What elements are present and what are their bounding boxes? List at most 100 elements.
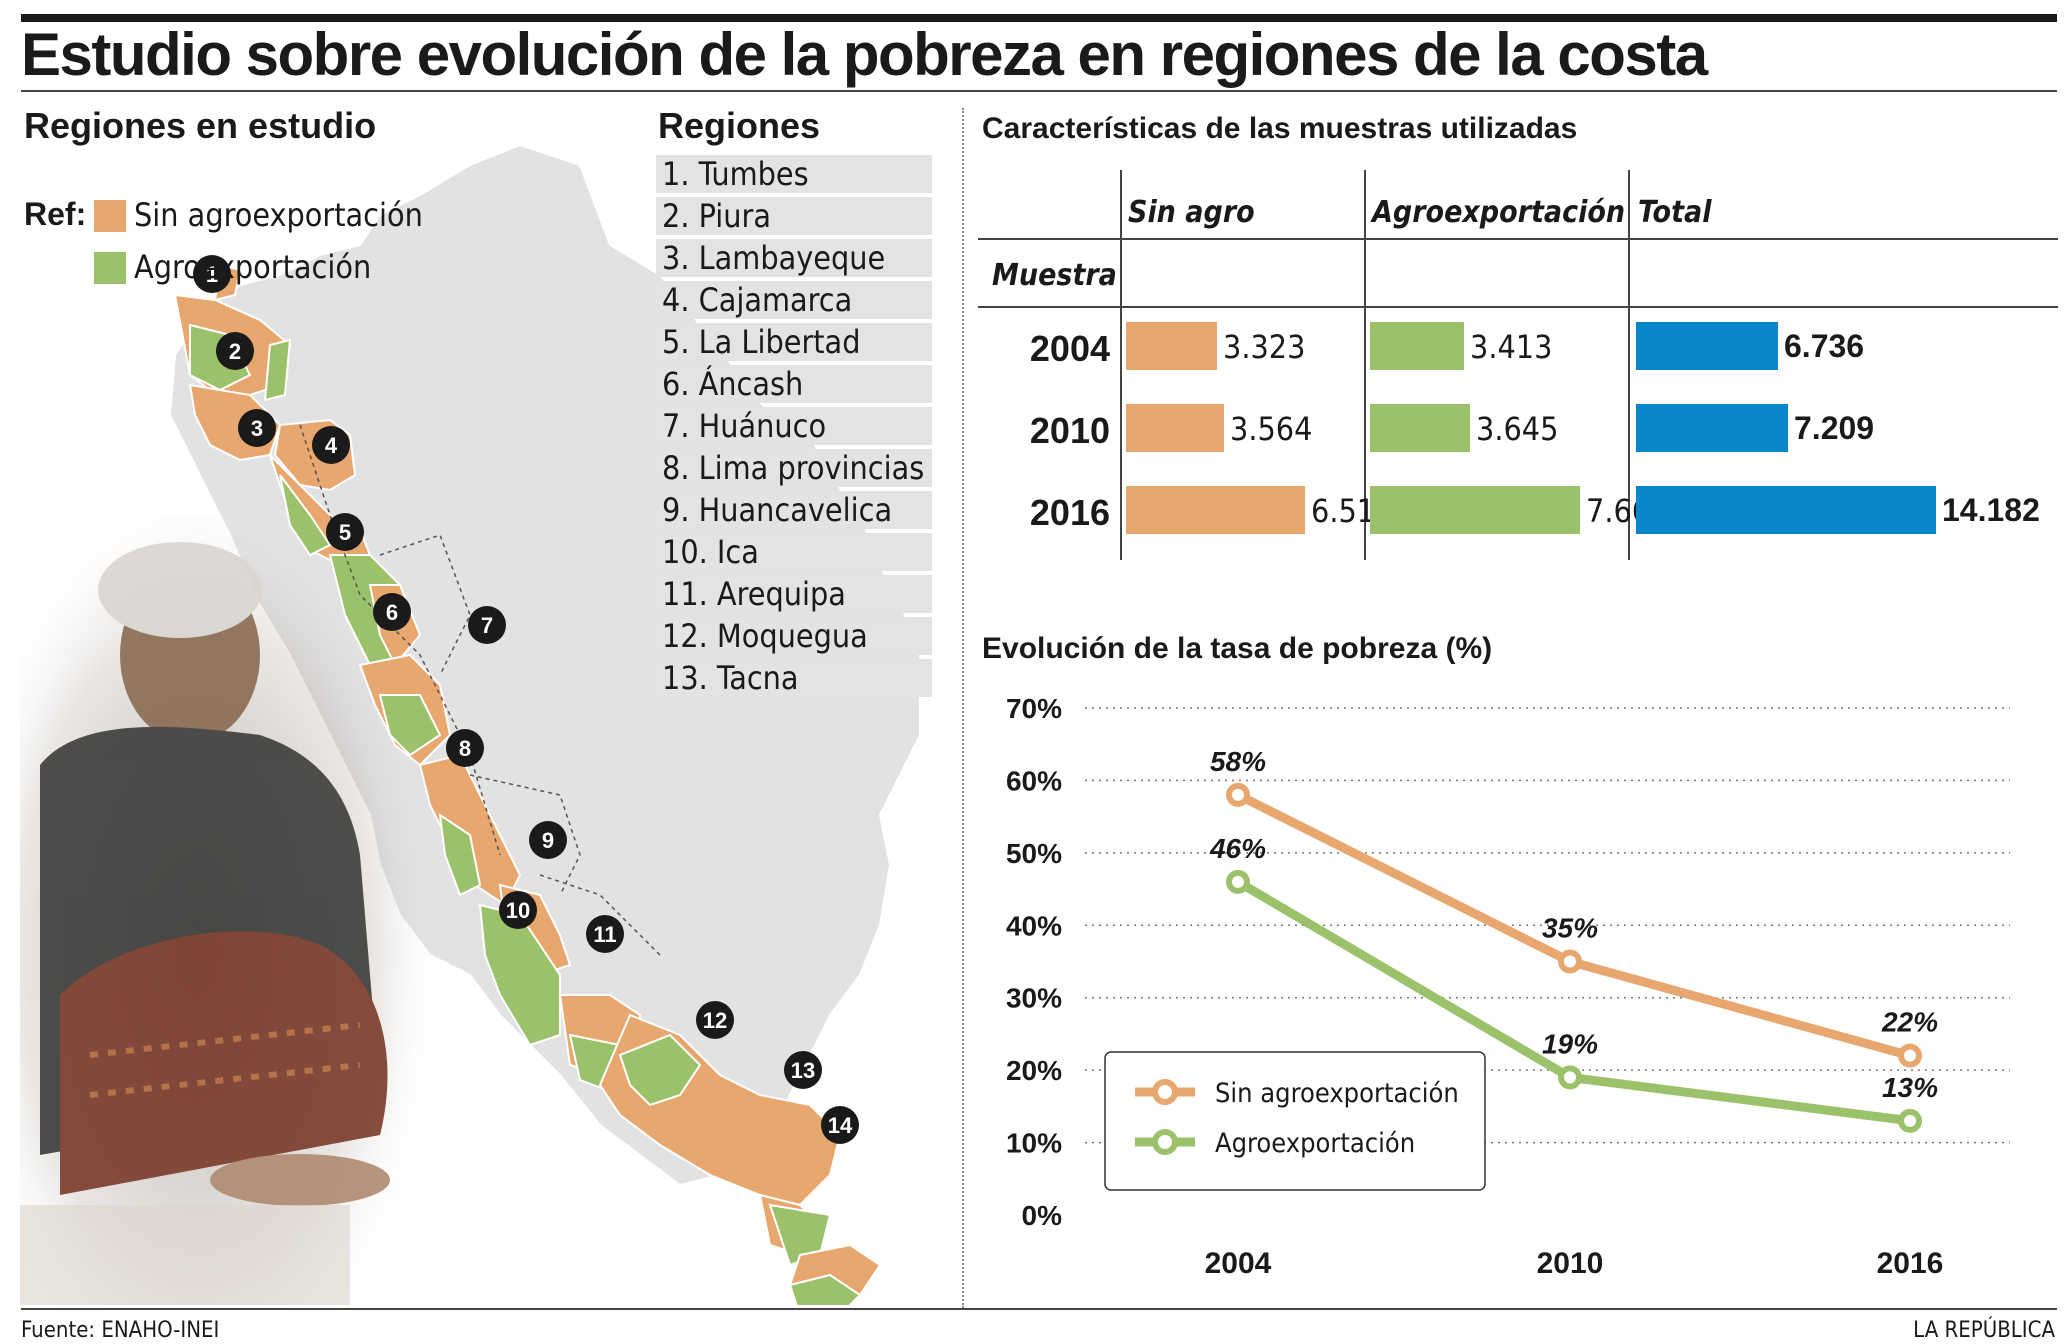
row-header-muestra: Muestra (992, 258, 1117, 293)
region-marker-9: 9 (529, 821, 567, 859)
data-point (1226, 869, 1250, 894)
year-label-2016: 2016 (1029, 492, 1110, 533)
region-marker-12: 12 (696, 1001, 734, 1039)
legend-label-sin-agro: Sin agroexportación (134, 196, 423, 234)
legend-marker (1152, 1129, 1178, 1155)
bar-label-agro-2004: 3.413 (1470, 328, 1553, 366)
region-list-item: 1. Tumbes (656, 155, 932, 193)
region-list-item: 11. Arequipa (656, 575, 932, 613)
vertical-divider (962, 108, 964, 1308)
data-label: 58% (1210, 746, 1266, 777)
y-tick-label: 70% (1006, 693, 1062, 724)
region-marker-11: 11 (586, 915, 624, 953)
x-tick-label: 2010 (1537, 1247, 1604, 1280)
y-tick-label: 40% (1006, 910, 1062, 941)
col-divider-3 (1628, 170, 1630, 560)
region-list-item: 13. Tacna (656, 659, 932, 697)
internal-boundaries (299, 424, 661, 956)
region-marker-3: 3 (238, 409, 276, 447)
region-marker-label: 12 (703, 1008, 727, 1033)
y-tick-label: 0% (1022, 1200, 1063, 1231)
chart-title: Evolución de la tasa de pobreza (%) (982, 632, 1493, 665)
data-point (1898, 1108, 1922, 1133)
region-marker-14: 14 (821, 1106, 859, 1144)
poverty-line-chart: 0% 10% 20% 30% 40% 50% 60% 70% 2004 2010 2016 58% 35… (1006, 693, 2010, 1280)
table-header-rule (978, 238, 2058, 240)
region-list-item: 8. Lima provincias (656, 449, 932, 487)
col-header-sin-agro: Sin agro (1128, 195, 1255, 230)
ref-label: Ref: (24, 196, 87, 232)
data-point (1558, 949, 1582, 974)
title-rule (21, 90, 2057, 92)
legend-label: Sin agroexportación (1215, 1078, 1459, 1109)
bar-label-total-2016: 14.182 (1942, 492, 2040, 528)
map-heading: Regiones en estudio (24, 105, 377, 146)
region-marker-6: 6 (373, 593, 411, 631)
region-marker-4: 4 (312, 426, 350, 464)
bar-agro-2016 (1370, 486, 1580, 534)
col-header-total: Total (1638, 195, 1712, 230)
region-marker-label: 7 (481, 613, 493, 638)
legend-swatch-agro (94, 252, 126, 284)
region-list-item: 9. Huancavelica (656, 491, 932, 529)
region-marker-label: 5 (339, 520, 351, 545)
legend-label-agro: Agroexportación (134, 248, 372, 286)
samples-heading: Características de las muestras utilizad… (982, 112, 1578, 145)
legend-label: Agroexportación (1215, 1128, 1415, 1159)
region-list-item: 5. La Libertad (656, 323, 932, 361)
data-label: 46% (1209, 833, 1266, 864)
y-tick-label: 60% (1006, 765, 1062, 796)
region-list-item: 4. Cajamarca (656, 281, 932, 319)
bar-sin_agro-2016 (1126, 486, 1305, 534)
region-marker-label: 1 (206, 262, 218, 287)
bar-agro-2004 (1370, 322, 1464, 370)
region-marker-8: 8 (446, 729, 484, 767)
data-label: 13% (1882, 1072, 1938, 1103)
region-list-item: 3. Lambayeque (656, 239, 932, 277)
region-marker-label: 10 (506, 898, 530, 923)
woman-photo (20, 542, 390, 1305)
bar-label-sin_agro-2010: 3.564 (1230, 410, 1313, 448)
region-marker-label: 3 (251, 416, 263, 441)
footer-rule (21, 1308, 2057, 1310)
y-tick-label: 50% (1006, 838, 1062, 869)
region-marker-10: 10 (499, 891, 537, 929)
bar-agro-2010 (1370, 404, 1470, 452)
bar-label-sin_agro-2004: 3.323 (1223, 328, 1306, 366)
bar-label-total-2004: 6.736 (1784, 328, 1865, 364)
brand-credit: LA REPÚBLICA (1913, 1318, 2055, 1343)
region-marker-7: 7 (468, 606, 506, 644)
region-marker-label: 9 (542, 828, 554, 853)
bar-total-2010 (1636, 404, 1788, 452)
y-tick-label: 30% (1006, 983, 1062, 1014)
region-marker-label: 13 (791, 1058, 815, 1083)
bar-label-agro-2010: 3.645 (1476, 410, 1559, 448)
region-marker-2: 2 (216, 332, 254, 370)
data-label: 19% (1542, 1028, 1598, 1059)
region-marker-13: 13 (784, 1051, 822, 1089)
data-point (1226, 782, 1250, 807)
bar-total-2016 (1636, 486, 1936, 534)
bar-sin_agro-2010 (1126, 404, 1224, 452)
y-tick-label: 20% (1006, 1055, 1062, 1086)
y-tick-label: 10% (1006, 1128, 1062, 1159)
col-divider-1 (1120, 170, 1122, 560)
year-label-2004: 2004 (1029, 328, 1110, 369)
year-label-2010: 2010 (1029, 410, 1110, 451)
table-subheader-rule (978, 306, 2058, 308)
data-point (1558, 1065, 1582, 1090)
region-marker-5: 5 (326, 513, 364, 551)
region-marker-label: 2 (229, 339, 241, 364)
bar-label-total-2010: 7.209 (1794, 410, 1875, 446)
x-tick-label: 2016 (1877, 1247, 1944, 1280)
region-marker-1: 1 (193, 255, 231, 293)
page-title: Estudio sobre evolución de la pobreza en… (21, 21, 1708, 88)
region-marker-label: 8 (459, 736, 471, 761)
data-label: 35% (1542, 913, 1598, 944)
top-rule (21, 14, 2057, 22)
region-list-item: 2. Piura (656, 197, 932, 235)
data-label: 22% (1881, 1007, 1938, 1038)
region-marker-label: 11 (593, 922, 616, 947)
